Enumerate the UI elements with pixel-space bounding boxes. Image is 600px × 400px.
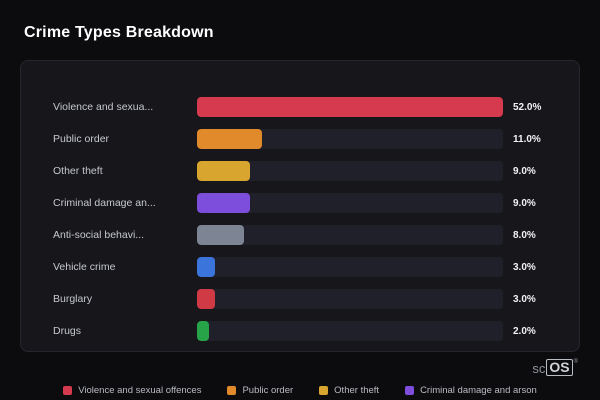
chart-row: Vehicle crime 3.0% bbox=[53, 257, 565, 277]
legend-label: Other theft bbox=[334, 385, 380, 396]
bar[interactable] bbox=[197, 225, 245, 245]
bar[interactable] bbox=[197, 289, 215, 309]
category-label: Violence and sexua... bbox=[53, 101, 154, 113]
legend-item[interactable]: Other theft bbox=[319, 385, 379, 396]
legend-label: Public order bbox=[242, 385, 294, 396]
value-label: 9.0% bbox=[513, 197, 536, 209]
value-label: 11.0% bbox=[513, 133, 541, 145]
chart-card: Violence and sexua... 52.0% Public order 11… bbox=[20, 60, 580, 352]
watermark-prefix: sc bbox=[532, 361, 546, 376]
category-label: Vehicle crime bbox=[53, 261, 116, 273]
watermark-suffix: OS bbox=[546, 359, 573, 376]
chart-row: Burglary 3.0% bbox=[53, 289, 565, 309]
legend-swatch-icon bbox=[63, 386, 73, 395]
chart-rows: Violence and sexua... 52.0% Public order 11… bbox=[53, 97, 565, 341]
legend-label: Criminal damage and arson bbox=[420, 385, 537, 396]
bar-track bbox=[197, 321, 503, 341]
category-label: Anti-social behavi... bbox=[53, 229, 145, 241]
chart-row: Violence and sexua... 52.0% bbox=[53, 97, 565, 117]
chart-row: Other theft 9.0% bbox=[53, 161, 565, 181]
bar-track bbox=[197, 225, 503, 245]
category-label: Public order bbox=[53, 133, 110, 145]
category-label: Burglary bbox=[53, 293, 93, 305]
legend-item[interactable]: Violence and sexual offences bbox=[63, 385, 201, 396]
legend: Violence and sexual offences Public order… bbox=[0, 385, 600, 396]
chart-row: Criminal damage an... 9.0% bbox=[53, 193, 565, 213]
bar-track bbox=[197, 129, 503, 149]
bar[interactable] bbox=[197, 321, 209, 341]
value-label: 52.0% bbox=[513, 101, 542, 113]
bar[interactable] bbox=[197, 161, 250, 181]
bar-track bbox=[197, 289, 503, 309]
bar[interactable] bbox=[197, 129, 262, 149]
legend-item[interactable]: Public order bbox=[227, 385, 293, 396]
value-label: 3.0% bbox=[513, 293, 536, 305]
value-label: 3.0% bbox=[513, 261, 536, 273]
bar[interactable] bbox=[197, 257, 215, 277]
bar-track bbox=[197, 257, 503, 277]
page-title: Crime Types Breakdown bbox=[24, 24, 214, 41]
bar-track bbox=[197, 97, 503, 117]
value-label: 8.0% bbox=[513, 229, 536, 241]
legend-swatch-icon bbox=[227, 386, 237, 395]
legend-label: Violence and sexual offences bbox=[78, 385, 202, 396]
chart-row: Anti-social behavi... 8.0% bbox=[53, 225, 565, 245]
bar-track bbox=[197, 161, 503, 181]
legend-swatch-icon bbox=[405, 386, 415, 395]
bar[interactable] bbox=[197, 193, 250, 213]
legend-item[interactable]: Criminal damage and arson bbox=[405, 385, 537, 396]
bar[interactable] bbox=[197, 97, 503, 117]
legend-swatch-icon bbox=[319, 386, 329, 395]
chart-row: Drugs 2.0% bbox=[53, 321, 565, 341]
value-label: 2.0% bbox=[513, 325, 536, 337]
value-label: 9.0% bbox=[513, 165, 536, 177]
chart-row: Public order 11.0% bbox=[53, 129, 565, 149]
category-label: Other theft bbox=[53, 165, 103, 177]
registered-mark-icon: ® bbox=[573, 359, 578, 365]
watermark-logo: sc OS ® bbox=[532, 359, 578, 376]
category-label: Drugs bbox=[53, 325, 82, 337]
bar-track bbox=[197, 193, 503, 213]
category-label: Criminal damage an... bbox=[53, 197, 156, 209]
